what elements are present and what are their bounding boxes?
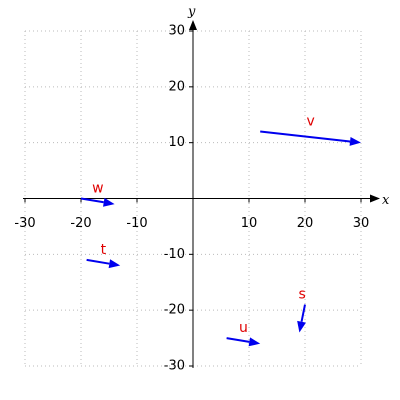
vector-arrow [260, 130, 361, 146]
y-tick-label: 30 [168, 24, 185, 39]
x-tick-label: -30 [14, 216, 35, 231]
y-tick-label: -30 [164, 359, 185, 374]
y-tick-label: 10 [168, 135, 185, 150]
vector-arrow [297, 304, 306, 333]
vector-arrow [80, 197, 115, 207]
vector-label: s [299, 287, 306, 303]
vector-label: t [101, 242, 107, 258]
x-tick-label: -20 [70, 216, 91, 231]
x-tick-label: -10 [126, 216, 147, 231]
y-tick-label: 20 [168, 79, 185, 94]
x-axis-label: x [382, 193, 390, 208]
y-tick-label: -10 [164, 247, 185, 262]
vector-label: u [239, 320, 248, 336]
vector-arrow [86, 258, 121, 269]
x-tick-label: 20 [297, 216, 314, 231]
y-tick-label: -20 [164, 303, 185, 318]
x-tick-label: 10 [241, 216, 258, 231]
x-tick-label: 30 [353, 216, 370, 231]
vector-label: w [92, 181, 103, 197]
vector-arrow [226, 337, 261, 347]
vector-label: v [306, 114, 314, 130]
y-axis-label: y [187, 5, 196, 20]
